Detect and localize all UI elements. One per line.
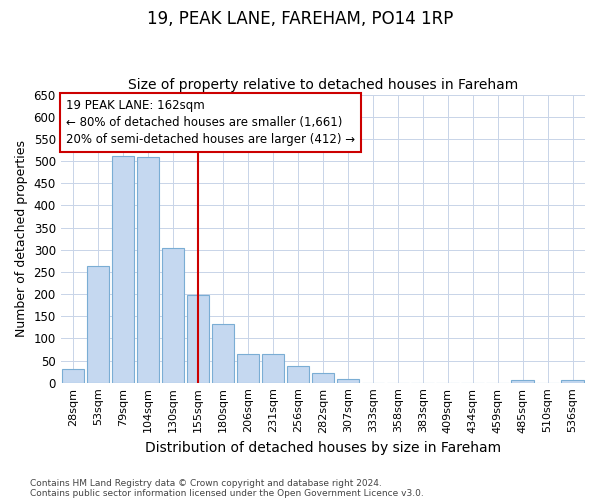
Bar [262,354,284,382]
Bar [162,248,184,382]
Bar [112,156,134,382]
Bar [561,380,584,382]
Bar [511,380,534,382]
Text: 19 PEAK LANE: 162sqm
← 80% of detached houses are smaller (1,661)
20% of semi-de: 19 PEAK LANE: 162sqm ← 80% of detached h… [66,99,355,146]
Bar [236,354,259,382]
Bar [212,324,234,382]
Bar [137,156,159,382]
Bar [87,266,109,382]
Bar [187,296,209,382]
Text: Contains HM Land Registry data © Crown copyright and database right 2024.: Contains HM Land Registry data © Crown c… [30,478,382,488]
Bar [337,379,359,382]
Bar [287,366,309,382]
Text: 19, PEAK LANE, FAREHAM, PO14 1RP: 19, PEAK LANE, FAREHAM, PO14 1RP [147,10,453,28]
Bar [311,373,334,382]
Title: Size of property relative to detached houses in Fareham: Size of property relative to detached ho… [128,78,518,92]
Bar [62,369,85,382]
X-axis label: Distribution of detached houses by size in Fareham: Distribution of detached houses by size … [145,441,501,455]
Text: Contains public sector information licensed under the Open Government Licence v3: Contains public sector information licen… [30,488,424,498]
Y-axis label: Number of detached properties: Number of detached properties [15,140,28,337]
